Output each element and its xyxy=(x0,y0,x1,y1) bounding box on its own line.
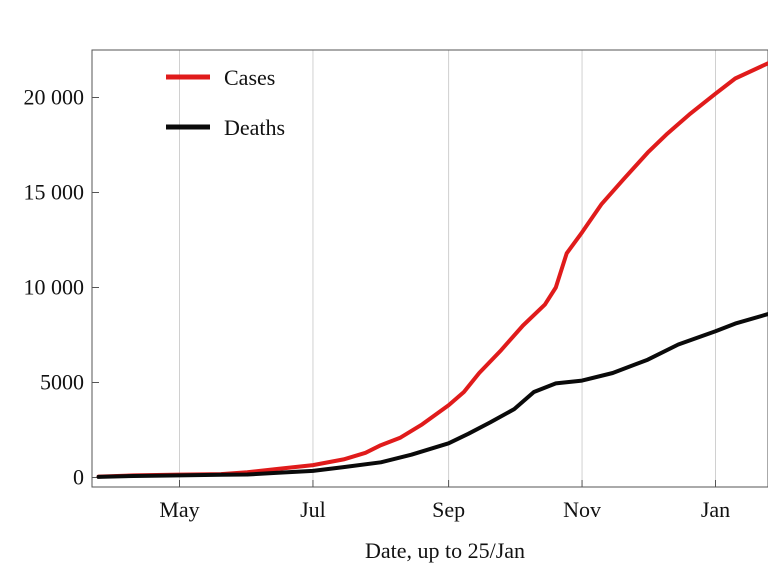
legend-label-cases: Cases xyxy=(224,65,275,90)
legend-label-deaths: Deaths xyxy=(224,115,285,140)
y-tick-label: 5000 xyxy=(40,370,84,395)
x-tick-label: Nov xyxy=(563,497,601,522)
y-tick-label: 10 000 xyxy=(24,275,85,300)
x-tick-label: Jul xyxy=(300,497,326,522)
plot-frame xyxy=(92,50,768,487)
y-tick-label: 15 000 xyxy=(24,180,85,205)
series-line-deaths xyxy=(99,314,768,477)
x-tick-label: Sep xyxy=(432,497,465,522)
y-tick-label: 20 000 xyxy=(24,85,85,110)
x-axis-title: Date, up to 25/Jan xyxy=(365,538,525,563)
x-tick-label: Jan xyxy=(701,497,730,522)
legend: Cases Deaths xyxy=(166,65,285,140)
x-tick-label: May xyxy=(159,497,199,522)
axes: May Jul Sep Nov Jan 0 5000 10 000 15 000 20 000 xyxy=(24,50,768,522)
y-tick-label: 0 xyxy=(73,465,84,490)
